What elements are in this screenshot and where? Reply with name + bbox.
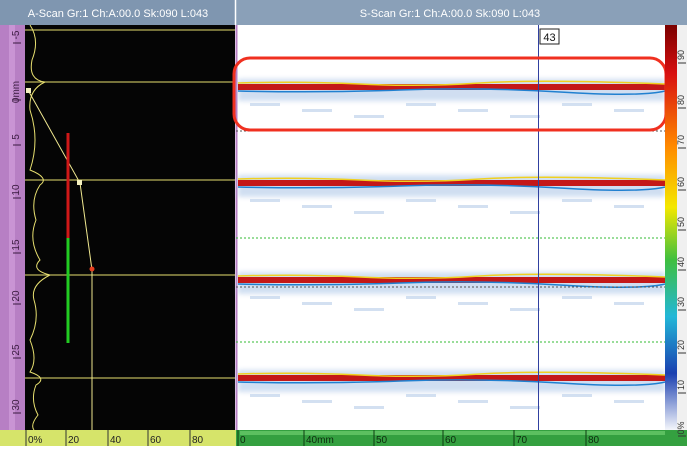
speckle [354,115,384,118]
speckle [458,302,488,305]
band-core [238,375,665,381]
ruler-label: 60 [676,177,686,187]
speckle [302,400,332,403]
band-core [238,277,665,283]
band-edge [237,80,666,87]
speckle [562,394,592,397]
ruler-label: 10 [676,380,686,390]
speckle [302,205,332,208]
speckle [250,199,280,202]
ruler-label: 90 [676,50,686,60]
ascan-header [0,0,235,25]
ruler-label: 50 [676,217,686,227]
sscan-bands [237,79,666,409]
ascan-title: A-Scan Gr:1 Ch:A:00.0 Sk:090 L:043 [28,8,208,20]
depth-ruler-track [9,25,15,430]
band-core [238,84,665,90]
speckle [510,211,540,214]
speckle [406,296,436,299]
band-edge [237,281,666,289]
ruler-label: 20 [11,290,22,302]
speckle [354,308,384,311]
speckle [458,205,488,208]
ruler-label: 0 [240,435,246,446]
speckle [458,400,488,403]
ruler-label: 80 [588,435,600,446]
band-edge [237,176,666,183]
speckle [562,296,592,299]
speckle [406,103,436,106]
ruler-label: 70 [516,435,528,446]
speckle [406,199,436,202]
speckle [562,103,592,106]
ruler-label: 50 [376,435,388,446]
ruler-label: 15 [11,239,22,251]
ruler-label: 80 [192,435,204,446]
cursor-box[interactable] [539,28,560,45]
tcg-point [26,88,31,93]
speckle [302,109,332,112]
ascan-view [25,25,235,430]
speckle [614,205,644,208]
color-scale-bar [665,25,677,430]
ruler-label: 40 [110,435,122,446]
cursor-label: 43 [543,32,555,44]
ruler-label: 30 [676,297,686,307]
color-scale-ruler [677,25,687,430]
speckle [614,109,644,112]
sscan-title: S-Scan Gr:1 Ch:A:00.0 Sk:090 L:043 [360,8,540,20]
ruler-label: 40 [676,257,686,267]
speckle [614,302,644,305]
tcg-point [77,180,82,185]
speckle [354,406,384,409]
ruler-label: 0% [28,435,43,446]
amplitude-ruler [0,430,236,446]
ruler-label: 30 [11,399,22,411]
band-core [238,180,665,186]
ruler-label: 40mm [306,435,334,446]
ruler-labels: -5 0mm 5 10 15 20 25 30 90 80 70 60 50 40 30 20 10 0% 0% 20… [11,30,686,446]
ruler-label: 0% [676,421,686,434]
speckle [510,115,540,118]
ruler-label: 70 [676,135,686,145]
ruler-label: 20 [676,340,686,350]
tcg-point [89,266,95,272]
ruler-label: 60 [445,435,457,446]
speckle [406,394,436,397]
band-edge [237,273,666,280]
ruler-label: 25 [11,344,22,356]
speckle [354,211,384,214]
band-edge [237,379,666,387]
ascan-waveform [29,24,52,431]
ruler-label: 0mm [11,81,22,103]
sscan-ruler-track [240,431,665,435]
ruler-label: 5 [11,134,22,140]
ruler-label: 80 [676,95,686,105]
ascan-echo-lines [25,29,235,379]
speckle [562,199,592,202]
speckle [250,103,280,106]
band-edge [237,371,666,378]
ruler-label: 10 [11,184,22,196]
ruler-label: -5 [11,30,22,39]
ruler-label: 20 [68,435,80,446]
speckle [614,400,644,403]
speckle [302,302,332,305]
ruler-label: 60 [150,435,162,446]
speckle [510,406,540,409]
band-edge [237,88,666,96]
band-edge [237,184,666,192]
speckle [458,109,488,112]
speckle [250,296,280,299]
speckle [250,394,280,397]
speckle [510,308,540,311]
